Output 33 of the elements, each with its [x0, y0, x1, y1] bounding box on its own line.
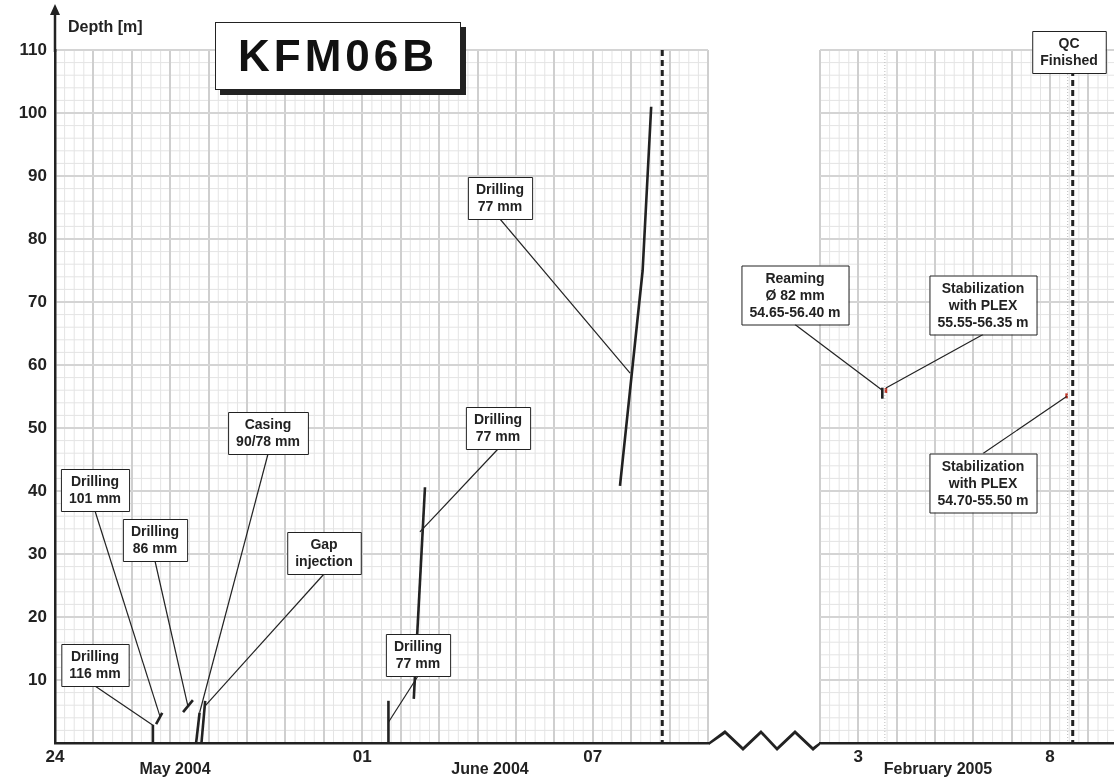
text: June 2004	[451, 760, 529, 778]
annotation: Casing 90/78 mm	[236, 416, 300, 450]
annotation: Drilling 116 mm	[69, 648, 121, 682]
y-tick-label: 20	[28, 606, 47, 626]
x-tick-label: 3	[853, 746, 864, 766]
y-tick-label: 10	[28, 669, 47, 689]
annotation: Drilling 77 mm	[473, 411, 523, 445]
annotation: Drilling 86 mm	[130, 523, 180, 557]
y-tick-label: 110	[19, 39, 47, 59]
annotation: Stabilization with PLEX 55.55-56.35 m	[937, 279, 1029, 330]
text: February 2005	[883, 760, 993, 778]
y-tick-label: 100	[18, 102, 47, 122]
annotation: Drilling 101 mm	[68, 473, 122, 507]
chart-title: KFM06B	[215, 22, 462, 90]
y-tick-label: 40	[28, 480, 47, 500]
annotation: Drilling 77 mm	[475, 181, 525, 215]
annotation: Drilling 77 mm	[393, 638, 443, 672]
y-tick-label: 70	[28, 291, 47, 311]
y-tick-label: 50	[28, 417, 47, 437]
x-tick-label: 01	[352, 746, 372, 766]
x-tick-label: 24	[45, 746, 65, 766]
y-tick-label: 80	[28, 228, 47, 248]
ref-line-label: QC Finished	[1040, 35, 1098, 69]
x-tick-label: 07	[583, 746, 603, 766]
y-tick-label: 90	[28, 165, 47, 185]
x-tick-label: 8	[1045, 746, 1055, 766]
annotation: Gap injection	[295, 536, 353, 570]
text: May 2004	[139, 760, 211, 778]
annotation: Reaming Ø 82 mm 54.65-56.40 m	[749, 269, 841, 320]
annotation: Stabilization with PLEX 54.70-55.50 m	[937, 457, 1029, 508]
y-tick-label: 60	[28, 354, 47, 374]
y-axis-title: Depth [m]	[68, 18, 143, 36]
y-tick-label: 30	[28, 543, 47, 563]
